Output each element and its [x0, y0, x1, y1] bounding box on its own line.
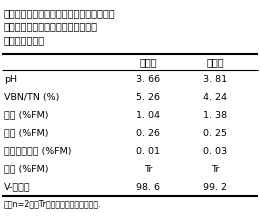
Text: 0. 25: 0. 25 [203, 129, 227, 138]
Text: 0. 26: 0. 26 [136, 129, 160, 138]
Text: VBN/TN (%): VBN/TN (%) [4, 93, 59, 102]
Text: 5. 26: 5. 26 [136, 93, 160, 102]
Text: Tr: Tr [211, 165, 219, 174]
Text: 1. 38: 1. 38 [203, 111, 227, 120]
Text: 対照区: 対照区 [139, 58, 157, 68]
Text: 酪酸 (%FM): 酪酸 (%FM) [4, 165, 49, 174]
Text: 98. 6: 98. 6 [136, 182, 160, 192]
Text: 各区n=2．　Tr：検出されるものの微量.: 各区n=2． Tr：検出されるものの微量. [4, 199, 102, 208]
Text: 4. 24: 4. 24 [203, 93, 227, 102]
Text: V-スコア: V-スコア [4, 182, 31, 192]
Text: プロピオン酸 (%FM): プロピオン酸 (%FM) [4, 147, 72, 156]
Text: 3. 81: 3. 81 [203, 75, 227, 84]
Text: 0. 03: 0. 03 [203, 147, 227, 156]
Text: 0. 01: 0. 01 [136, 147, 160, 156]
Text: 1. 04: 1. 04 [136, 111, 160, 120]
Text: 合の有無と細断ロールベールサイレ: 合の有無と細断ロールベールサイレ [4, 22, 98, 31]
Text: 3. 66: 3. 66 [136, 75, 160, 84]
Text: 混合区: 混合区 [206, 58, 224, 68]
Text: ージの発酵品質: ージの発酵品質 [4, 35, 45, 45]
Text: 99. 2: 99. 2 [203, 182, 227, 192]
Text: 乳酸 (%FM): 乳酸 (%FM) [4, 111, 49, 120]
Text: pH: pH [4, 75, 17, 84]
Text: Tr: Tr [144, 165, 152, 174]
Text: 酢酸 (%FM): 酢酸 (%FM) [4, 129, 49, 138]
Text: 表１．糊熟期トウモロコシへの配合飼料混: 表１．糊熟期トウモロコシへの配合飼料混 [4, 8, 116, 18]
